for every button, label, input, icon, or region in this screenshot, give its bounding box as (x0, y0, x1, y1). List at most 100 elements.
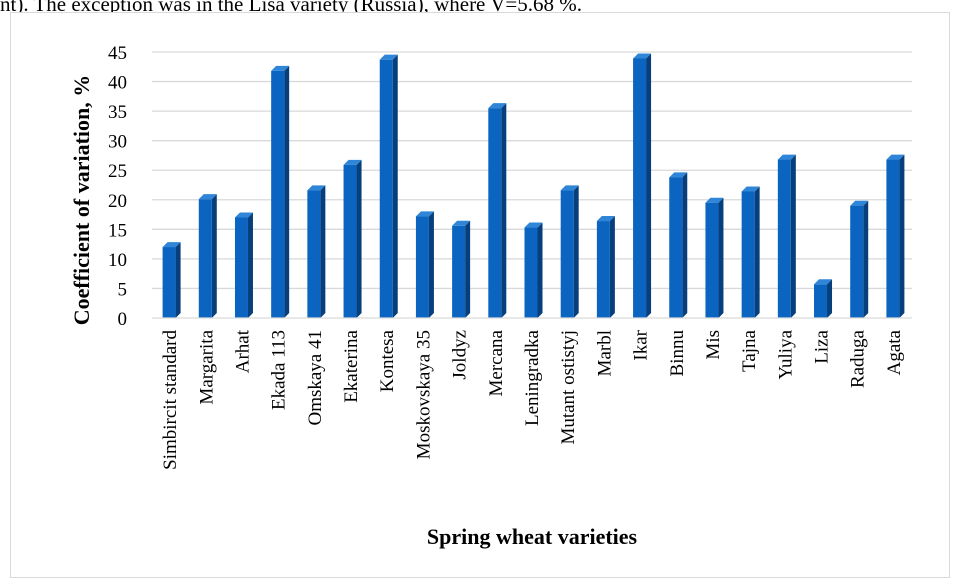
bar-side (392, 54, 398, 318)
bar-top (488, 103, 507, 109)
y-tick-label: 0 (118, 309, 128, 330)
bar-front (452, 225, 466, 318)
bar (633, 53, 652, 318)
bar (488, 103, 507, 319)
bar (524, 222, 543, 318)
bar-side (356, 159, 362, 318)
bar-front (524, 227, 538, 318)
bar-top (415, 211, 434, 217)
bar (705, 197, 724, 318)
bar (669, 172, 688, 318)
bar-top (307, 185, 326, 191)
bar-top (777, 154, 796, 160)
bar (850, 200, 869, 318)
bar-front (234, 217, 248, 318)
x-tick-label: Simbircit standard (160, 330, 181, 470)
x-tick-label: Agata (884, 329, 905, 375)
bar (560, 185, 579, 318)
bar-side (863, 200, 869, 318)
y-tick-label: 10 (108, 250, 127, 271)
bar-top (669, 172, 688, 178)
bar-front (379, 59, 393, 318)
bar-top (633, 53, 652, 59)
y-tick-label: 15 (108, 220, 127, 241)
x-tick-label: Mutant ostistyj (558, 330, 579, 445)
x-tick-label: Tajna (739, 329, 760, 371)
y-tick-label: 20 (108, 191, 127, 212)
bar-side (537, 222, 543, 318)
bar-top (234, 212, 253, 218)
bar-top (705, 197, 724, 203)
x-tick-label: Omskaya 41 (305, 330, 326, 426)
x-tick-label: Ikar (631, 329, 652, 360)
bar-front (850, 205, 864, 318)
bar (814, 279, 833, 318)
x-tick-label: Joldyz (450, 330, 471, 380)
bar-front (488, 108, 502, 319)
bar-top (560, 185, 579, 191)
bar-side (284, 65, 290, 318)
bars (162, 53, 905, 319)
bar (379, 54, 398, 318)
y-tick-label: 45 (108, 43, 127, 64)
bar (741, 186, 760, 318)
bar (452, 220, 471, 318)
y-tick-label: 5 (118, 279, 128, 300)
bar (234, 212, 253, 318)
x-tick-label: Liza (812, 329, 833, 363)
bar (777, 154, 796, 318)
bar-front (343, 164, 357, 318)
bar-side (899, 154, 905, 318)
bar (596, 216, 615, 318)
x-tick-label: Moskovskaya 35 (413, 330, 434, 459)
y-tick-label: 30 (108, 132, 127, 153)
bar-side (247, 212, 253, 318)
y-axis-ticks: 0 5 10 15 20 25 30 35 40 45 (108, 43, 127, 330)
x-tick-label: Raduga (848, 329, 869, 388)
bar-top (524, 222, 543, 228)
bar (415, 211, 434, 318)
bar-front (741, 191, 755, 318)
bar-top (343, 159, 362, 165)
x-tick-label: Ekada 113 (269, 330, 290, 410)
y-tick-label: 25 (108, 161, 127, 182)
bar-front (198, 199, 212, 318)
bar-front (886, 159, 900, 318)
bar-top (271, 65, 290, 71)
bar (198, 194, 217, 318)
y-tick-label: 40 (108, 73, 127, 94)
x-tick-label: Yuliya (775, 329, 796, 379)
y-axis-label: Coefficient of variation, % (69, 75, 94, 326)
bar-side (609, 216, 615, 318)
bar-front (271, 70, 285, 318)
bar-front (596, 221, 610, 318)
y-tick-label: 35 (108, 102, 127, 123)
x-tick-label: Mercana (486, 329, 507, 396)
bar-front (415, 216, 429, 318)
bar-side (718, 197, 724, 318)
bar-front (777, 159, 791, 318)
x-tick-label: Binnu (667, 330, 688, 377)
x-axis-label: Spring wheat varieties (427, 524, 638, 549)
bar-top (452, 220, 471, 226)
bar (307, 185, 326, 318)
bar-side (428, 211, 434, 318)
x-axis-ticks: Simbircit standard Margarita Arhat Ekada 11… (160, 329, 905, 470)
bar-top (886, 154, 905, 160)
bar-side (320, 185, 326, 318)
bar-side (754, 186, 760, 318)
bar-side (827, 279, 833, 318)
bar-top (814, 279, 833, 285)
bar-top (379, 54, 398, 60)
bar-front (669, 177, 683, 318)
bar-side (465, 220, 471, 318)
bar (886, 154, 905, 318)
bar-top (596, 216, 615, 222)
bar (343, 159, 362, 318)
bar-side (573, 185, 579, 318)
bar-top (741, 186, 760, 192)
bar-top (850, 200, 869, 206)
bar-front (162, 247, 176, 318)
bar-side (175, 242, 181, 318)
